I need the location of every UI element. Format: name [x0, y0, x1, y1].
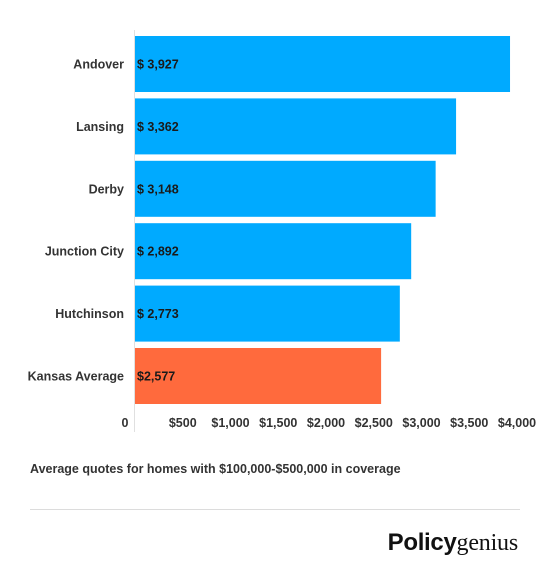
category-label: Hutchinson — [55, 307, 124, 321]
category-label: Derby — [89, 182, 124, 196]
x-tick-label: $1,000 — [211, 416, 249, 430]
divider — [30, 509, 520, 510]
logo-text-genius: genius — [456, 530, 519, 556]
category-label: Kansas Average — [28, 370, 124, 384]
bar — [135, 160, 436, 217]
x-tick-label: $2,000 — [307, 416, 345, 430]
bar — [135, 36, 511, 92]
bar — [135, 98, 457, 155]
bar — [135, 348, 382, 404]
bar-value-label: $2,577 — [137, 370, 175, 384]
policygenius-logo: Policygenius — [387, 528, 519, 558]
logo-text-policy: Policy — [387, 529, 457, 556]
x-tick-label: 0 — [122, 416, 129, 430]
category-label: Lansing — [76, 120, 124, 134]
bar-chart: Andover $ 3,927 Lansing $ 3,362 Derby $ 3,148… — [28, 30, 536, 432]
bar — [135, 285, 400, 342]
bar-value-label: $ 2,892 — [137, 245, 179, 259]
bar-value-label: $ 3,148 — [137, 182, 179, 196]
bar — [135, 223, 412, 280]
x-tick-label: $3,000 — [402, 416, 440, 430]
chart-caption: Average quotes for homes with $100,000-$… — [30, 462, 401, 476]
category-label: Andover — [73, 58, 124, 72]
bar-value-label: $ 2,773 — [137, 307, 179, 321]
bar-value-label: $ 3,927 — [137, 58, 179, 72]
x-tick-label: $1,500 — [259, 416, 297, 430]
x-tick-label: $2,500 — [355, 416, 393, 430]
bar-value-label: $ 3,362 — [137, 120, 179, 134]
x-tick-label: $4,000 — [498, 416, 536, 430]
x-tick-label: $500 — [169, 416, 197, 430]
x-tick-label: $3,500 — [450, 416, 488, 430]
category-label: Junction City — [45, 245, 124, 259]
